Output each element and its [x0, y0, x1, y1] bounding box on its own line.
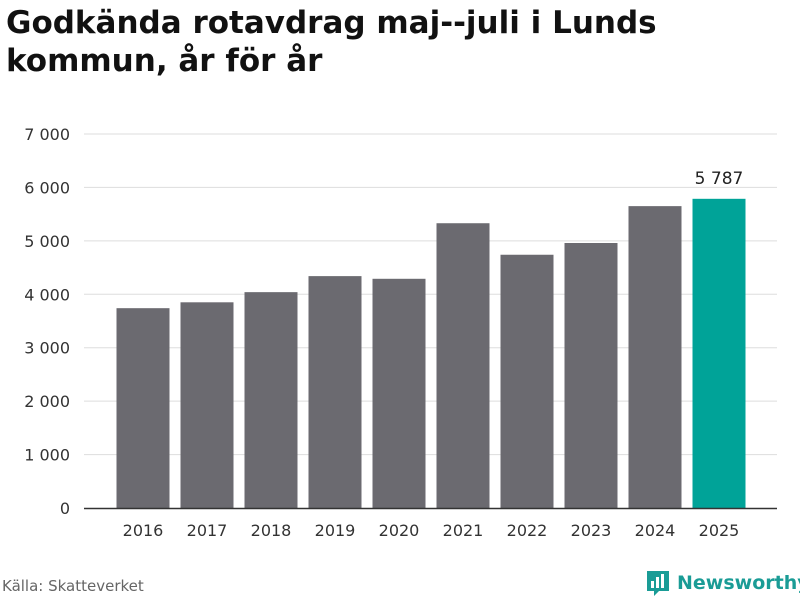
- x-tick-label: 2017: [187, 521, 228, 540]
- y-tick-label: 4 000: [24, 285, 70, 304]
- bar-2024[interactable]: [628, 206, 682, 508]
- y-tick-label: 3 000: [24, 339, 70, 358]
- bar-2019[interactable]: [308, 276, 362, 508]
- y-tick-label: 0: [60, 499, 70, 518]
- bar-2016[interactable]: [116, 308, 170, 508]
- bar-2021[interactable]: [436, 223, 490, 508]
- y-tick-label: 1 000: [24, 446, 70, 465]
- x-tick-label: 2020: [379, 521, 420, 540]
- bar-2020[interactable]: [372, 278, 426, 508]
- x-tick-label: 2025: [699, 521, 740, 540]
- bar-2022[interactable]: [500, 254, 554, 508]
- bar-chart-logo-icon: [647, 571, 669, 596]
- x-tick-label: 2018: [251, 521, 292, 540]
- y-tick-label: 6 000: [24, 178, 70, 197]
- brand-logo[interactable]: Newsworthy: [645, 568, 800, 598]
- source-note: Källa: Skatteverket: [2, 577, 144, 595]
- x-tick-label: 2022: [507, 521, 548, 540]
- brand-name: Newsworthy: [677, 572, 800, 594]
- x-tick-label: 2019: [315, 521, 356, 540]
- x-tick-label: 2016: [123, 521, 164, 540]
- bar-2017[interactable]: [180, 302, 234, 508]
- bar-2018[interactable]: [244, 292, 298, 508]
- y-tick-label: 7 000: [24, 125, 70, 144]
- bar-2025[interactable]: [692, 198, 746, 509]
- y-tick-label: 5 000: [24, 232, 70, 251]
- y-tick-label: 2 000: [24, 392, 70, 411]
- chart-title: Godkända rotavdrag maj--juli i Lunds kom…: [6, 5, 657, 79]
- x-tick-label: 2023: [571, 521, 612, 540]
- x-tick-label: 2024: [635, 521, 676, 540]
- x-tick-label: 2021: [443, 521, 484, 540]
- bar-2023[interactable]: [564, 242, 618, 508]
- data-label: 5 787: [695, 169, 744, 189]
